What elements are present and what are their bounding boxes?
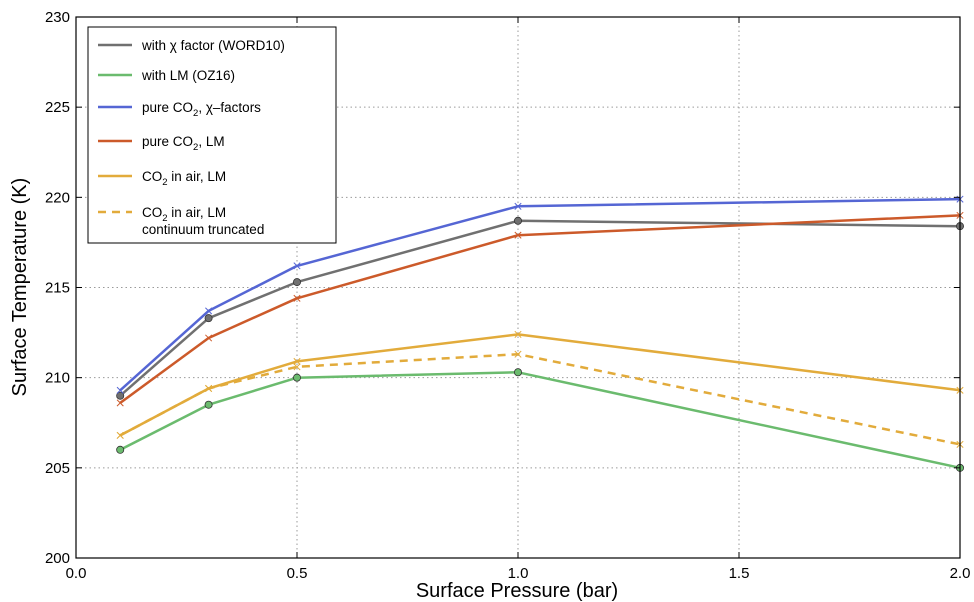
data-point	[116, 399, 124, 407]
legend-label: pure CO2, LM	[142, 134, 225, 153]
y-tick-label: 230	[45, 9, 70, 26]
y-tick-label: 200	[45, 550, 70, 567]
y-tick-label: 225	[45, 99, 70, 116]
legend-item-2: pure CO2, χ–factors	[98, 100, 261, 119]
x-tick-label: 1.0	[508, 565, 529, 582]
legend-label: with LM (OZ16)	[141, 68, 235, 83]
grid-lines	[76, 17, 960, 558]
series-1	[116, 368, 965, 472]
data-series	[116, 195, 965, 472]
data-point	[293, 294, 301, 302]
data-point	[514, 368, 523, 377]
y-tick-label: 220	[45, 189, 70, 206]
data-point	[205, 307, 213, 315]
legend-item-3: pure CO2, LM	[98, 134, 225, 153]
legend-item-4: CO2 in air, LM	[98, 169, 226, 188]
data-point	[293, 363, 301, 371]
data-point	[116, 445, 125, 454]
x-tick-label: 0.5	[287, 565, 308, 582]
data-point	[205, 334, 213, 342]
data-point	[116, 431, 124, 439]
data-point	[514, 202, 522, 210]
x-tick-label: 1.5	[729, 565, 750, 582]
x-axis-title: Surface Pressure (bar)	[416, 580, 618, 602]
data-point	[205, 384, 213, 393]
legend: with χ factor (WORD10) with LM (OZ16) pure…	[87, 26, 337, 244]
series-5	[116, 350, 964, 448]
x-tick-label: 2.0	[950, 565, 971, 582]
series-line	[119, 219, 961, 397]
series-0	[116, 216, 965, 400]
data-point	[293, 262, 301, 270]
x-tick-label: 0.0	[66, 565, 87, 582]
y-tick-label: 205	[45, 460, 70, 477]
series-line	[119, 371, 961, 470]
legend-label: with χ factor (WORD10)	[141, 38, 285, 53]
data-point	[204, 400, 213, 409]
legend-label: CO2 in air, LM	[142, 205, 226, 224]
y-tick-label: 215	[45, 280, 70, 297]
legend-box	[87, 26, 337, 244]
data-point	[116, 391, 125, 400]
y-axis-title: Surface Temperature (K)	[9, 178, 31, 397]
series-line	[119, 333, 961, 437]
legend-label: CO2 in air, LM	[142, 169, 226, 188]
series-3	[116, 211, 964, 407]
data-point	[514, 330, 522, 338]
data-point	[514, 216, 523, 225]
axis-ticks: 0.0 0.5 1.0 1.5 2.0 200 205 210 215 220 225 230	[45, 9, 970, 582]
series-line	[119, 352, 961, 446]
legend-item-0: with χ factor (WORD10)	[98, 38, 285, 53]
data-point	[514, 350, 522, 358]
data-point	[292, 373, 301, 382]
data-point	[293, 357, 301, 365]
data-point	[204, 314, 213, 323]
series-4	[116, 330, 964, 439]
legend-item-1: with LM (OZ16)	[98, 68, 235, 83]
legend-label: pure CO2, χ–factors	[142, 100, 261, 119]
data-point	[116, 386, 124, 394]
data-point	[514, 231, 522, 239]
series-2	[116, 195, 964, 394]
data-point	[292, 278, 301, 287]
legend-label-line2: continuum truncated	[142, 222, 264, 237]
y-tick-label: 210	[45, 370, 70, 387]
